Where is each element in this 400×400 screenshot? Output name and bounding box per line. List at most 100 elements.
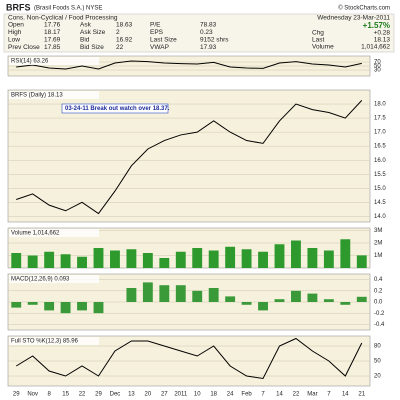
title-bg [9, 337, 99, 345]
bar [93, 248, 104, 268]
bar [356, 255, 367, 268]
quote-value: 17.69 [44, 37, 61, 44]
quote-label: Last [312, 37, 324, 44]
line [16, 100, 363, 215]
bar [307, 293, 318, 302]
x-tick-label: 8 [47, 392, 51, 398]
x-tick-label: 20 [145, 392, 152, 398]
bar [159, 285, 170, 302]
bar [60, 254, 71, 268]
y-tick-label: 14.5 [374, 200, 386, 206]
bar [110, 250, 120, 268]
bar [11, 302, 22, 308]
quote-label: Chg [312, 30, 324, 37]
bar [258, 251, 268, 268]
bar [77, 302, 87, 311]
bar [291, 290, 301, 302]
y-tick-label: 0.4 [374, 277, 383, 283]
x-tick-label: 29 [95, 392, 102, 398]
bar [323, 250, 334, 268]
y-tick-label: 18.0 [374, 102, 386, 108]
source: © StockCharts.com [338, 5, 390, 12]
bar [44, 251, 55, 268]
date: Wednesday 23-Mar-2011 [317, 15, 390, 22]
bar [340, 302, 351, 305]
quote-label: High [8, 29, 22, 36]
y-tick-label: 0.0 [374, 300, 383, 306]
bar [225, 246, 236, 268]
x-tick-label: 22 [79, 392, 86, 398]
bar [192, 248, 203, 268]
x-tick-label: 29 [13, 392, 20, 398]
bar [142, 253, 153, 268]
y-tick-label: 50 [374, 64, 381, 70]
bar [241, 302, 252, 305]
title-bg [9, 91, 99, 99]
panel-title: Volume 1,014,662 [11, 231, 60, 237]
x-tick-label: 13 [128, 392, 135, 398]
y-tick-label: 14.0 [374, 214, 386, 220]
y-tick-label: 0.2 [374, 288, 383, 294]
panel-title: BRFS (Daily) 18.13 [11, 93, 63, 99]
y-tick-label: -0.4 [374, 322, 385, 328]
bar [192, 290, 203, 302]
bar [258, 302, 268, 311]
panel-title: Full STO %K(12,3) 85.96 [11, 339, 79, 345]
y-tick-label: 16.5 [374, 144, 386, 150]
x-tick-label: Dec [110, 392, 121, 398]
x-tick-label: 27 [161, 392, 168, 398]
bar [225, 296, 236, 302]
x-tick-label: 21 [358, 392, 365, 398]
x-tick-label: 2011 [174, 392, 188, 398]
bar [175, 251, 186, 268]
bar [27, 302, 38, 305]
quote-value: +0.28 [374, 30, 391, 37]
bar [142, 282, 153, 302]
x-tick-label: 24 [227, 392, 234, 398]
y-tick-label: 17.0 [374, 130, 386, 136]
quote-label: VWAP [150, 44, 169, 51]
y-tick-label: 30 [374, 68, 381, 74]
bar [274, 299, 285, 302]
bar [159, 258, 170, 268]
y-tick-label: -0.2 [374, 311, 385, 317]
annotation-bg [61, 103, 169, 114]
line [16, 60, 362, 70]
quote-value: 9152 shrs [200, 37, 229, 44]
quote-value: 18.63 [116, 22, 133, 29]
bar [274, 244, 285, 268]
title-bg [9, 229, 99, 237]
y-tick-label: 2M [374, 241, 382, 247]
x-tick-label: 18 [210, 392, 217, 398]
bar [208, 288, 219, 302]
quote-label: Last Size [150, 37, 177, 44]
bar [93, 302, 104, 314]
y-tick-label: 15.5 [374, 172, 386, 178]
bar [208, 250, 219, 268]
bar [126, 288, 137, 302]
title-bg [9, 275, 99, 283]
quote-value: 16.92 [116, 37, 133, 44]
quote-value: 17.93 [200, 44, 217, 51]
quote-label: Volume [312, 44, 334, 51]
bar [11, 253, 22, 268]
quote-label: P/E [150, 22, 161, 29]
x-tick-label: 7 [327, 392, 331, 398]
panel-title: MACD(12,26,9) 0.093 [11, 277, 70, 283]
quote-value: 17.85 [44, 44, 61, 51]
panel-title: RSI(14) 63.26 [11, 59, 49, 65]
bar [27, 255, 38, 268]
bar [356, 296, 367, 302]
change-pct: +1.57% [363, 21, 390, 30]
quote-value: 22 [116, 44, 124, 51]
x-tick-label: 22 [293, 392, 300, 398]
y-tick-label: 70 [374, 60, 381, 66]
line [15, 337, 363, 380]
bar [307, 248, 318, 268]
bar [340, 239, 351, 268]
quote-value: 0.23 [200, 29, 213, 36]
annotation: 03-24-11 Break out watch over 18.37. [65, 106, 170, 112]
quote-label: Ask [80, 22, 92, 29]
quote-value: 2 [116, 29, 120, 36]
